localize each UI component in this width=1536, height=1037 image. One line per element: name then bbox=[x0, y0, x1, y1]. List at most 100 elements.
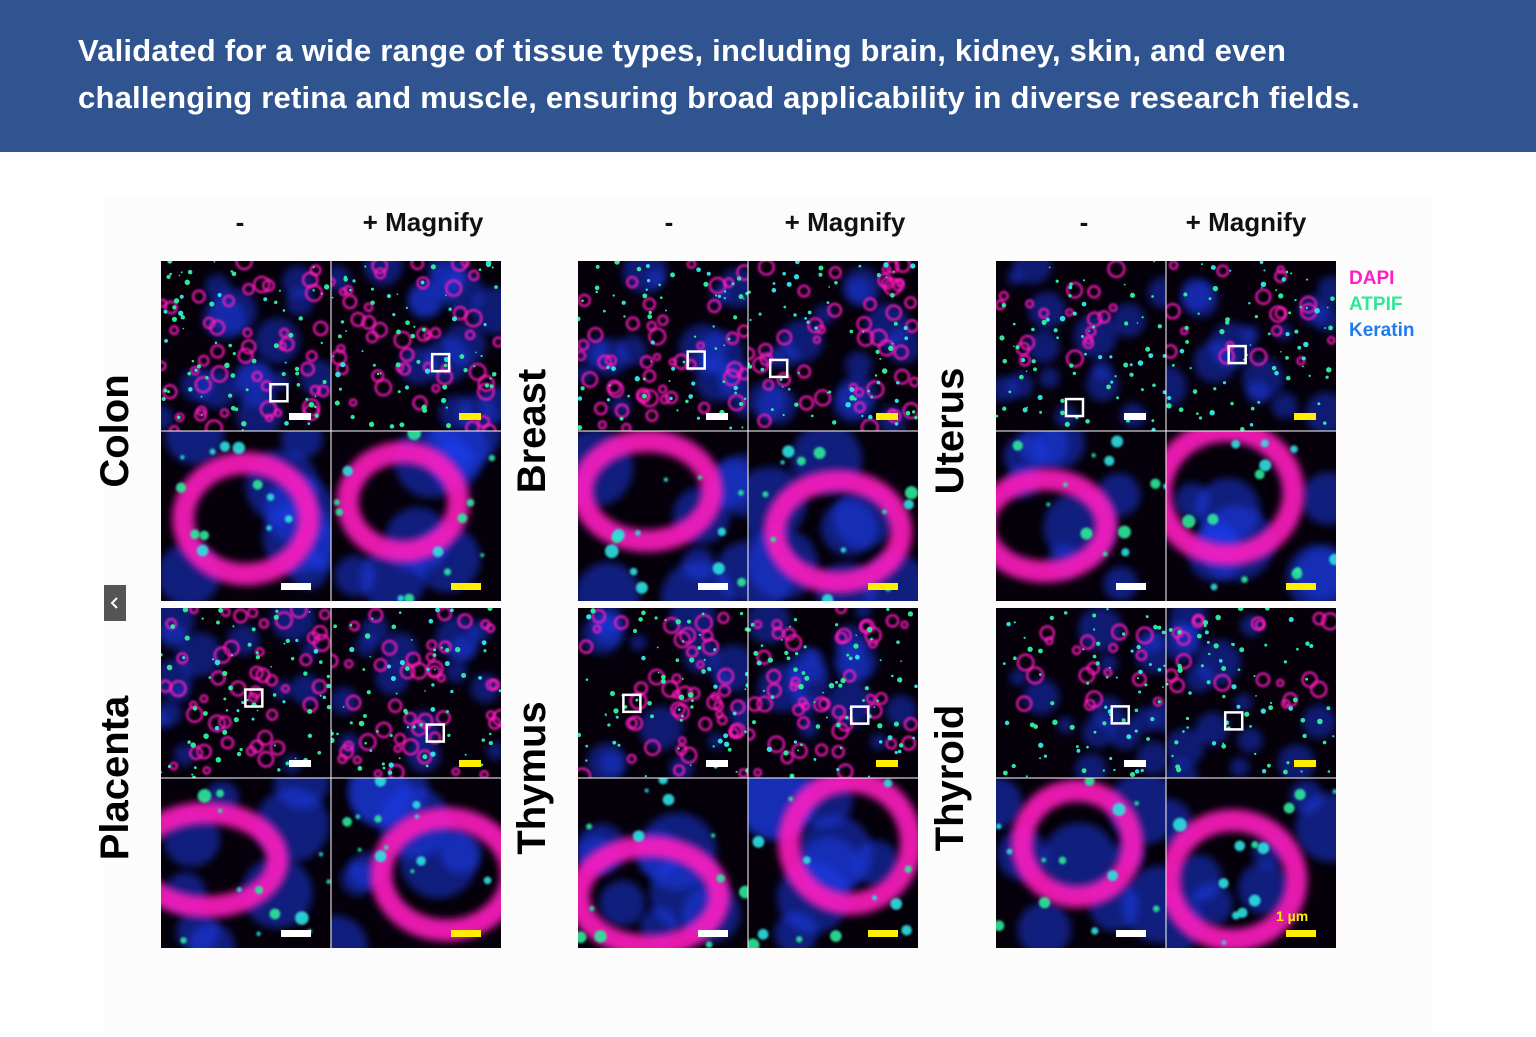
atpif-dot bbox=[1161, 630, 1166, 635]
atpif-dot bbox=[606, 398, 611, 402]
atpif-dot bbox=[1218, 659, 1223, 663]
keratin-stain bbox=[435, 431, 501, 465]
atpif-dot bbox=[431, 683, 435, 687]
atpif-cluster bbox=[1283, 802, 1295, 814]
atpif-dot bbox=[307, 422, 311, 425]
header-line: challenging retina and muscle, ensuring … bbox=[78, 80, 1360, 115]
keratin-stain bbox=[599, 751, 623, 775]
nucleus bbox=[258, 618, 270, 629]
atpif-dot bbox=[1179, 348, 1185, 354]
nucleus bbox=[169, 325, 180, 336]
atpif-dot bbox=[404, 666, 410, 672]
atpif-dot bbox=[642, 293, 648, 299]
atpif-dot bbox=[701, 669, 706, 674]
atpif-dot bbox=[461, 672, 467, 678]
atpif-dot bbox=[491, 266, 494, 269]
nucleus-magnified bbox=[370, 807, 501, 942]
atpif-dot bbox=[1045, 317, 1050, 322]
atpif-dot bbox=[1268, 705, 1274, 711]
nucleus bbox=[713, 700, 725, 712]
atpif-cluster bbox=[318, 852, 324, 857]
atpif-dot bbox=[849, 395, 855, 401]
nucleus bbox=[698, 716, 713, 732]
atpif-dot bbox=[825, 716, 828, 719]
nucleus bbox=[345, 694, 362, 711]
atpif-dot bbox=[1092, 613, 1097, 618]
atpif-dot bbox=[191, 775, 197, 778]
atpif-dot bbox=[580, 386, 585, 391]
atpif-dot bbox=[1124, 321, 1129, 326]
scale-bar bbox=[1294, 413, 1316, 420]
nucleus bbox=[1166, 302, 1181, 320]
nucleus bbox=[368, 608, 384, 623]
atpif-cluster bbox=[333, 499, 341, 506]
atpif-dot bbox=[753, 650, 759, 656]
atpif-cluster bbox=[284, 515, 293, 523]
atpif-dot bbox=[797, 371, 800, 374]
atpif-dot bbox=[1095, 661, 1100, 666]
atpif-dot bbox=[228, 343, 232, 348]
atpif-cluster bbox=[1091, 927, 1099, 935]
atpif-dot bbox=[1306, 278, 1309, 281]
nucleus bbox=[251, 370, 263, 383]
atpif-dot bbox=[831, 420, 837, 425]
atpif-cluster bbox=[266, 493, 275, 501]
atpif-cluster bbox=[752, 835, 765, 848]
atpif-dot bbox=[867, 389, 871, 393]
atpif-dot bbox=[388, 762, 394, 768]
atpif-dot bbox=[1068, 294, 1072, 298]
atpif-dot bbox=[912, 736, 915, 740]
atpif-dot bbox=[274, 300, 278, 305]
atpif-dot bbox=[1141, 316, 1144, 319]
atpif-cluster bbox=[342, 816, 353, 827]
atpif-dot bbox=[369, 749, 373, 753]
atpif-dot bbox=[430, 264, 436, 270]
atpif-dot bbox=[1157, 625, 1162, 630]
nucleus bbox=[597, 420, 608, 430]
atpif-dot bbox=[322, 379, 327, 384]
atpif-dot bbox=[1006, 621, 1011, 627]
atpif-cluster bbox=[780, 460, 785, 465]
atpif-dot bbox=[166, 274, 171, 279]
atpif-dot bbox=[669, 396, 673, 401]
roi-box bbox=[425, 723, 446, 743]
atpif-dot bbox=[489, 377, 492, 380]
atpif-dot bbox=[1215, 614, 1221, 621]
atpif-dot bbox=[345, 330, 348, 333]
atpif-dot bbox=[876, 380, 881, 385]
keratin-stain bbox=[161, 404, 174, 431]
atpif-dot bbox=[433, 648, 437, 652]
atpif-cluster bbox=[1231, 439, 1241, 449]
atpif-dot bbox=[644, 774, 647, 778]
nucleus bbox=[1275, 678, 1285, 688]
carousel-prev-button[interactable] bbox=[104, 585, 126, 621]
atpif-dot bbox=[1039, 410, 1043, 414]
atpif-cluster bbox=[629, 567, 638, 576]
atpif-cluster bbox=[1112, 802, 1126, 817]
atpif-dot bbox=[488, 741, 493, 746]
atpif-dot bbox=[585, 759, 588, 762]
atpif-cluster bbox=[1150, 478, 1161, 489]
nucleus bbox=[399, 347, 415, 363]
atpif-dot bbox=[1186, 726, 1189, 729]
atpif-dot bbox=[483, 323, 487, 327]
atpif-dot bbox=[370, 287, 375, 291]
keratin-stain bbox=[189, 922, 235, 948]
atpif-dot bbox=[161, 397, 166, 402]
atpif-cluster bbox=[256, 931, 261, 937]
atpif-dot bbox=[222, 729, 228, 735]
atpif-dot bbox=[907, 611, 914, 617]
atpif-cluster bbox=[217, 808, 223, 814]
atpif-dot bbox=[171, 316, 178, 322]
atpif-dot bbox=[685, 399, 689, 404]
atpif-dot bbox=[335, 371, 341, 378]
nucleus bbox=[1276, 265, 1286, 274]
keratin-stain bbox=[1108, 717, 1142, 750]
atpif-dot bbox=[1151, 419, 1155, 423]
atpif-dot bbox=[815, 724, 821, 729]
atpif-dot bbox=[282, 700, 286, 704]
nucleus bbox=[998, 290, 1009, 302]
atpif-cluster bbox=[612, 528, 625, 542]
atpif-dot bbox=[1163, 664, 1166, 667]
keratin-stain bbox=[1121, 866, 1166, 944]
